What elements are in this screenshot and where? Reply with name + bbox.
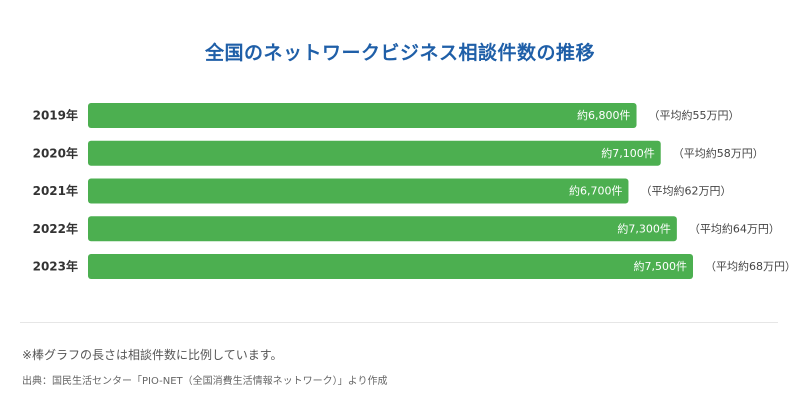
- chart-title: 全国のネットワークビジネス相談件数の推移: [204, 42, 595, 64]
- average-amount-label: （平均約64万円）: [689, 221, 780, 235]
- bar: [88, 140, 661, 166]
- year-label: 2021年: [33, 183, 78, 198]
- footnote: ※棒グラフの長さは相談件数に比例しています。: [22, 348, 283, 362]
- bar: [88, 178, 629, 204]
- bar-value-label: 約6,700件: [569, 184, 623, 198]
- year-label: 2022年: [33, 221, 78, 236]
- bar-value-label: 約6,800件: [577, 108, 631, 122]
- average-amount-label: （平均約55万円）: [649, 108, 740, 122]
- bar-value-label: 約7,500件: [634, 259, 688, 273]
- bar: [88, 103, 637, 128]
- average-amount-label: （平均約62万円）: [640, 184, 731, 198]
- bar-value-label: 約7,100件: [601, 146, 655, 160]
- year-label: 2019年: [33, 108, 78, 123]
- bar-value-label: 約7,300件: [617, 221, 671, 235]
- source-note: 出典：国民生活センター「PIO-NET（全国消費生活情報ネットワーク）」より作成: [22, 376, 388, 387]
- average-amount-label: （平均約68万円）: [705, 259, 796, 273]
- year-label: 2023年: [33, 259, 78, 274]
- bar: [88, 254, 693, 279]
- divider: [20, 322, 778, 323]
- bar-chart: 2019年 約6,800件 （平均約55万円） 2020年 約7,100件 （平均約58万…: [33, 103, 796, 279]
- year-label: 2020年: [33, 145, 78, 160]
- bar: [88, 216, 677, 242]
- average-amount-label: （平均約58万円）: [673, 146, 764, 160]
